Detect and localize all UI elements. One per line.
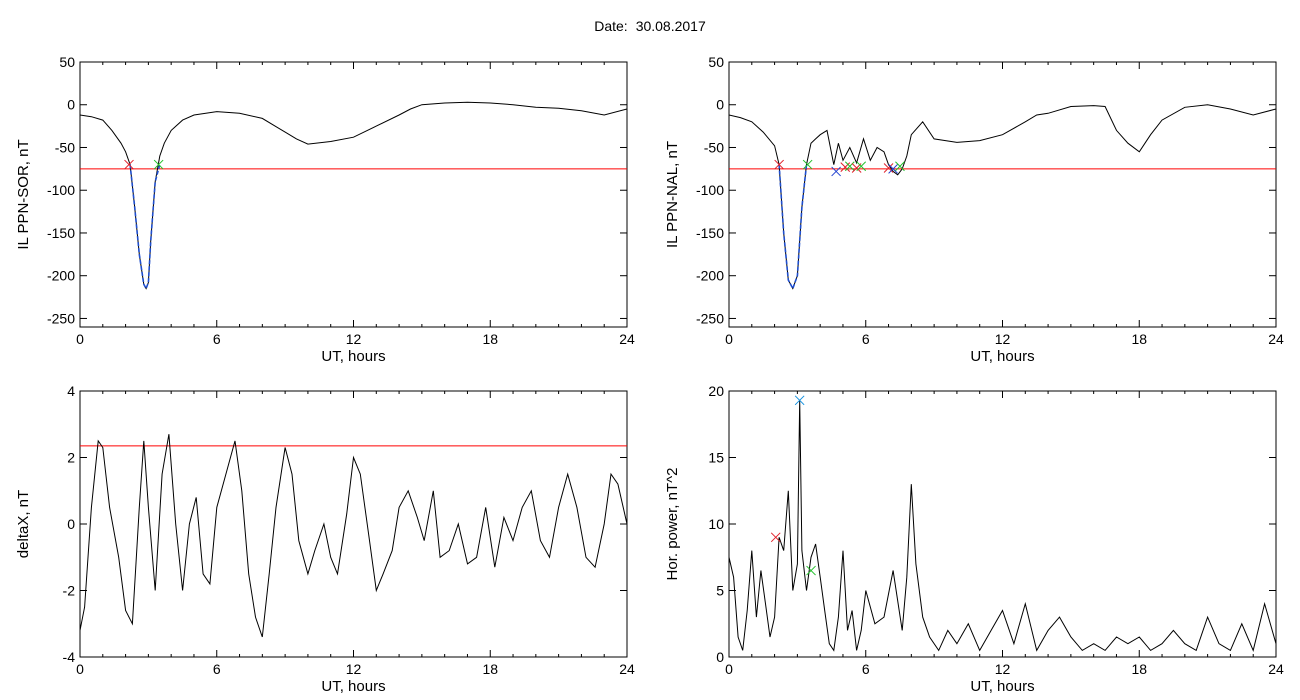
plot-frame — [728, 390, 1277, 658]
chart-panel-p3: 0 6 12 18 24 4 2 0 -2 -4 UT, hours deltaX, nT — [15, 383, 635, 695]
y-axis-label: deltaX, nT — [15, 490, 32, 558]
y-tick-label: -2 — [63, 583, 76, 599]
y-tick-label: 15 — [708, 450, 724, 466]
x-axis-label: UT, hours — [321, 678, 385, 695]
date-value: 30.08.2017 — [635, 18, 706, 34]
y-axis-label: IL PPN-NAL, nT — [664, 141, 681, 248]
x-axis-label: UT, hours — [970, 348, 1034, 365]
y-tick-label: 5 — [716, 583, 724, 599]
x-tick-label: 18 — [482, 331, 498, 347]
series-line-black — [80, 101, 627, 290]
plot-frame — [79, 390, 628, 658]
x-tick-label: 24 — [619, 331, 635, 347]
event-marker-red — [770, 532, 781, 543]
plot-frame — [728, 61, 1277, 328]
y-axis-label: IL PPN-SOR, nT — [15, 139, 32, 249]
y-tick-label: 50 — [59, 54, 75, 70]
x-tick-label: 24 — [1268, 661, 1284, 677]
x-tick-label: 12 — [995, 661, 1011, 677]
y-tick-label: -250 — [47, 310, 75, 326]
y-axis-label: Hor. power, nT^2 — [664, 468, 681, 581]
page-title: Date: 30.08.2017 — [0, 18, 1300, 34]
chart-panel-p2: 0 6 12 18 24 50 0 -50 -100 -150 -200 -250 UT, hours I… — [664, 54, 1284, 365]
x-tick-label: 0 — [76, 661, 84, 677]
x-tick-label: 6 — [862, 661, 870, 677]
y-tick-label: 0 — [716, 649, 724, 665]
y-tick-label: 50 — [708, 54, 724, 70]
event-marker-cyan — [794, 395, 805, 406]
x-tick-label: 0 — [725, 661, 733, 677]
x-tick-label: 6 — [213, 331, 221, 347]
event-marker-blue — [888, 164, 898, 174]
y-tick-label: -50 — [704, 139, 724, 155]
y-tick-label: -50 — [55, 139, 75, 155]
series-line-black — [80, 434, 627, 638]
event-marker-green — [802, 159, 813, 170]
x-axis-label: UT, hours — [321, 348, 385, 365]
series-line-black — [729, 400, 1276, 652]
series-line-blue — [778, 164, 808, 291]
y-tick-label: -100 — [47, 182, 75, 198]
event-marker-green — [153, 159, 164, 170]
event-marker-red — [774, 159, 784, 170]
x-tick-label: 12 — [346, 331, 362, 347]
event-marker-green — [895, 161, 905, 172]
x-tick-label: 18 — [1131, 661, 1147, 677]
y-tick-label: 0 — [716, 97, 724, 113]
y-tick-label: -250 — [696, 310, 724, 326]
x-tick-label: 24 — [1268, 331, 1284, 347]
y-tick-label: 20 — [708, 383, 724, 399]
y-tick-label: -150 — [47, 225, 75, 241]
y-tick-label: -200 — [696, 268, 724, 284]
x-tick-label: 6 — [213, 661, 221, 677]
x-tick-label: 18 — [482, 661, 498, 677]
event-marker-green — [856, 161, 867, 172]
y-tick-label: -4 — [63, 649, 76, 665]
x-tick-label: 6 — [862, 331, 870, 347]
y-tick-label: 0 — [67, 516, 75, 532]
chart-panel-p4: 0 6 12 18 24 20 15 10 5 0 UT, hours Hor. power, nT^… — [664, 383, 1284, 695]
series-line-black — [729, 104, 1276, 290]
event-marker-red — [124, 159, 134, 170]
plot-frame — [79, 61, 628, 328]
x-tick-label: 12 — [346, 661, 362, 677]
y-tick-label: -100 — [696, 182, 724, 198]
x-tick-label: 0 — [725, 331, 733, 347]
x-tick-label: 12 — [995, 331, 1011, 347]
event-marker-green — [844, 161, 855, 172]
x-axis-label: UT, hours — [970, 678, 1034, 695]
x-tick-label: 0 — [76, 331, 84, 347]
chart-panel-p1: 0 6 12 18 24 50 0 -50 -100 -150 -200 -250 UT, hours I… — [15, 54, 635, 365]
x-tick-label: 24 — [619, 661, 635, 677]
y-tick-label: -150 — [696, 225, 724, 241]
y-tick-label: 4 — [67, 383, 75, 399]
y-tick-label: -200 — [47, 268, 75, 284]
x-tick-label: 18 — [1131, 331, 1147, 347]
y-tick-label: 2 — [67, 450, 75, 466]
y-tick-label: 10 — [708, 516, 724, 532]
series-line-blue — [129, 164, 161, 291]
y-tick-label: 0 — [67, 97, 75, 113]
event-marker-green — [806, 565, 816, 576]
event-marker-blue — [831, 166, 841, 177]
date-label: Date: — [594, 18, 628, 34]
